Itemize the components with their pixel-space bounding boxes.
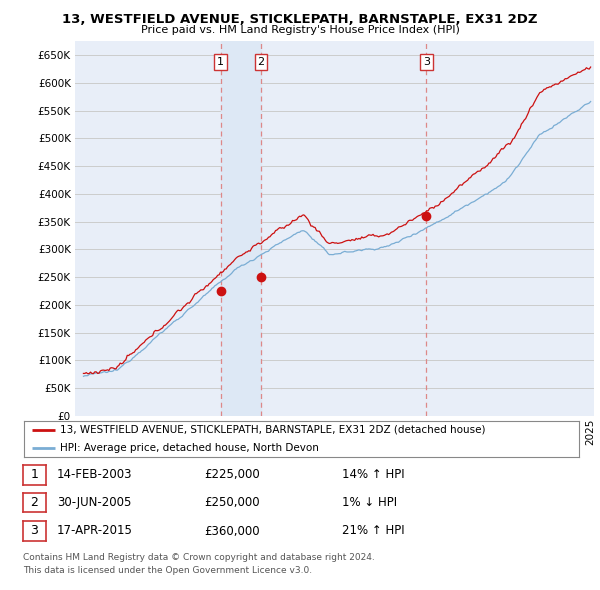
Text: 3: 3 xyxy=(30,525,38,537)
Text: £225,000: £225,000 xyxy=(204,468,260,481)
Text: 17-APR-2015: 17-APR-2015 xyxy=(57,525,133,537)
Text: Contains HM Land Registry data © Crown copyright and database right 2024.: Contains HM Land Registry data © Crown c… xyxy=(23,553,374,562)
Text: £250,000: £250,000 xyxy=(204,496,260,509)
Text: £360,000: £360,000 xyxy=(204,525,260,537)
Text: 13, WESTFIELD AVENUE, STICKLEPATH, BARNSTAPLE, EX31 2DZ (detached house): 13, WESTFIELD AVENUE, STICKLEPATH, BARNS… xyxy=(60,425,485,435)
Text: Price paid vs. HM Land Registry's House Price Index (HPI): Price paid vs. HM Land Registry's House … xyxy=(140,25,460,35)
Text: 14% ↑ HPI: 14% ↑ HPI xyxy=(342,468,404,481)
Text: 21% ↑ HPI: 21% ↑ HPI xyxy=(342,525,404,537)
Text: 3: 3 xyxy=(423,57,430,67)
Bar xyxy=(221,41,261,416)
Text: 1% ↓ HPI: 1% ↓ HPI xyxy=(342,496,397,509)
Text: 14-FEB-2003: 14-FEB-2003 xyxy=(57,468,133,481)
Text: HPI: Average price, detached house, North Devon: HPI: Average price, detached house, Nort… xyxy=(60,443,319,453)
Text: 2: 2 xyxy=(30,496,38,509)
Text: 2: 2 xyxy=(257,57,265,67)
Text: 30-JUN-2005: 30-JUN-2005 xyxy=(57,496,131,509)
Text: 13, WESTFIELD AVENUE, STICKLEPATH, BARNSTAPLE, EX31 2DZ: 13, WESTFIELD AVENUE, STICKLEPATH, BARNS… xyxy=(62,13,538,26)
Text: 1: 1 xyxy=(30,468,38,481)
Text: 1: 1 xyxy=(217,57,224,67)
Text: This data is licensed under the Open Government Licence v3.0.: This data is licensed under the Open Gov… xyxy=(23,566,312,575)
